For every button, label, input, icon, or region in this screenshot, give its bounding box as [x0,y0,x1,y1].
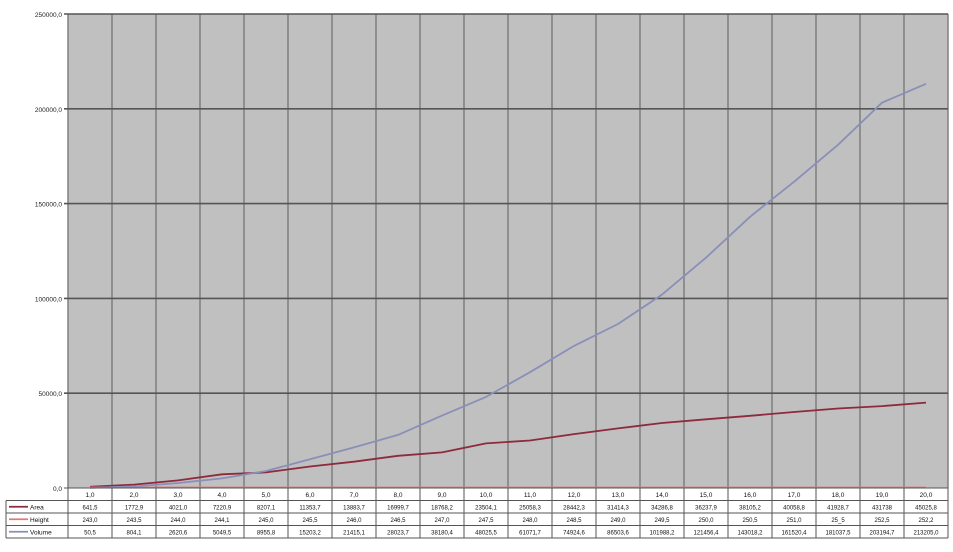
x-tick-label: 19,0 [876,492,889,499]
horizontal-gridlines [64,13,948,489]
data-label: 431738 [872,505,893,511]
data-label: 40058,8 [783,505,805,511]
data-label: 641,5 [82,505,98,511]
data-label: 7220,9 [213,505,232,511]
data-label: 248,0 [522,518,538,524]
data-label: 245,5 [302,518,318,524]
data-label: 21415,1 [343,530,365,536]
data-label: 247,0 [434,518,450,524]
data-label: 41928,7 [827,505,849,511]
data-label: 181037,5 [825,530,851,536]
data-label: 31414,3 [607,505,629,511]
legend-label: Volume [30,529,52,536]
x-tick-label: 3,0 [173,492,182,499]
data-label: 246,5 [390,518,406,524]
x-tick-label: 9,0 [437,492,446,499]
data-label: 13883,7 [343,505,365,511]
x-tick-label: 16,0 [744,492,757,499]
data-label: 249,5 [654,518,670,524]
y-tick-label: 200000,0 [35,107,62,114]
data-label: 245,0 [258,518,274,524]
data-label: 249,0 [610,518,626,524]
series-line [89,82,927,489]
data-label: 8207,1 [257,505,276,511]
x-tick-label: 13,0 [612,492,625,499]
data-label: 38180,4 [431,530,453,536]
data-label: 121456,4 [693,530,719,536]
x-tick-label: 15,0 [700,492,713,499]
x-tick-label: 12,0 [568,492,581,499]
data-label: 18768,2 [431,505,453,511]
vertical-gridlines [67,14,949,488]
data-label: 161520,4 [781,530,807,536]
data-label: 247,5 [478,518,494,524]
data-label: 244,0 [170,518,186,524]
y-axis-tick-labels: 0,0 50000,0 100000,0 150000,0 200000,0 250000… [35,12,63,493]
data-label: 28442,3 [563,505,585,511]
data-label: 4021,0 [169,505,188,511]
data-label: 804,1 [126,530,142,536]
data-label: 101988,2 [649,530,675,536]
data-label: 61071,7 [519,530,541,536]
x-tick-label: 17,0 [788,492,801,499]
y-tick-label: 250000,0 [35,12,62,19]
data-label: 15203,2 [299,530,321,536]
x-tick-label: 4,0 [217,492,226,499]
data-label: 38105,2 [739,505,761,511]
data-label: 143018,2 [737,530,763,536]
data-label: 8955,8 [257,530,276,536]
data-label: 16999,7 [387,505,409,511]
data-label: 5049,5 [213,530,232,536]
data-label: 36237,9 [695,505,717,511]
x-tick-label: 6,0 [305,492,314,499]
data-label: 11353,7 [299,505,321,511]
data-table: 1,0 2,0 3,0 4,0 5,0 6,0 7,0 8,0 9,0 10,0 11,0 12,0 1… [5,487,949,539]
data-label: 48025,5 [475,530,497,536]
x-tick-label: 5,0 [261,492,270,499]
data-label: 248,5 [566,518,582,524]
data-label: 250,5 [742,518,758,524]
data-label: 25_5 [831,518,845,524]
data-label: 25058,3 [519,505,541,511]
data-label: 251,0 [786,518,802,524]
data-label: 74924,6 [563,530,585,536]
x-tick-label: 20,0 [920,492,933,499]
data-label: 243,5 [126,518,142,524]
x-tick-label: 11,0 [524,492,537,499]
data-label: 203194,7 [869,530,895,536]
data-label: 34286,8 [651,505,673,511]
data-label: 252,5 [874,518,890,524]
x-tick-label: 10,0 [480,492,493,499]
y-tick-label: 0,0 [53,486,62,493]
data-label: 244,1 [214,518,230,524]
data-label: 1772,9 [125,505,144,511]
data-label: 23504,1 [475,505,497,511]
x-tick-label: 1,0 [85,492,94,499]
y-tick-label: 50000,0 [39,391,63,398]
x-tick-label: 18,0 [832,492,845,499]
series-line [89,401,927,488]
x-tick-label: 2,0 [129,492,138,499]
data-label: 45025,8 [915,505,937,511]
data-label: 246,0 [346,518,362,524]
data-label: 213205,0 [913,530,939,536]
data-label: 252,2 [918,518,934,524]
data-label: 250,0 [698,518,714,524]
legend-label: Area [30,504,44,511]
x-tick-label: 14,0 [656,492,669,499]
data-label: 28023,7 [387,530,409,536]
x-tick-label: 7,0 [349,492,358,499]
data-label: 2620,6 [169,530,188,536]
data-label: 86503,6 [607,530,629,536]
data-label: 243,0 [82,518,98,524]
legend-label: Height [30,517,49,524]
x-tick-label: 8,0 [393,492,402,499]
y-tick-label: 150000,0 [35,202,62,209]
y-tick-label: 100000,0 [35,296,62,303]
data-label: 50,5 [84,530,96,536]
